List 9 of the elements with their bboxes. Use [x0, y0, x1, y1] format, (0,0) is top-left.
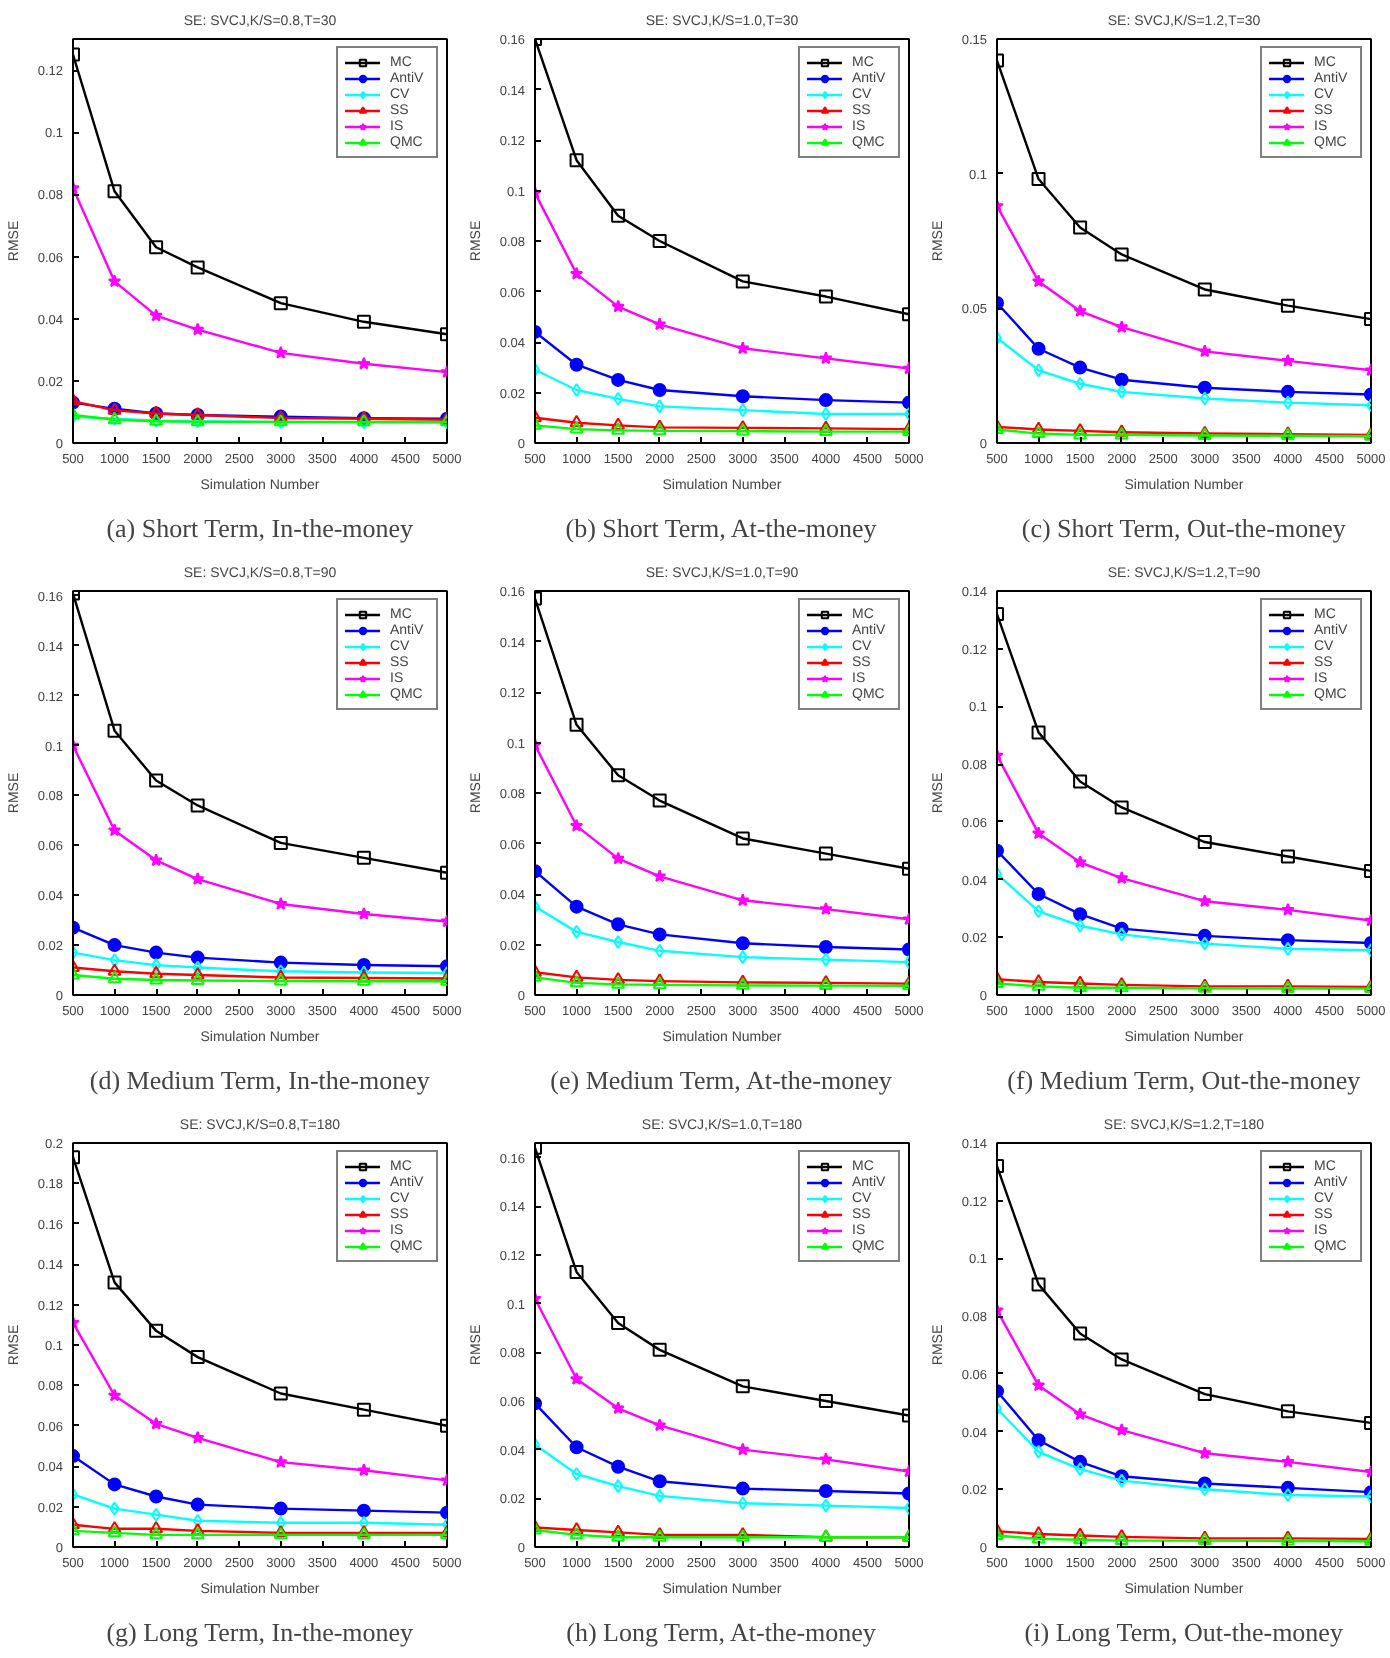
text: (c) Short Term, Out-the-money — [1021, 513, 1347, 543]
text: (h) Long Term, At-the-money — [566, 1617, 877, 1647]
text: (d) Medium Term, In-the-money — [89, 1065, 431, 1095]
text: (f) Medium Term, Out-the-money — [1007, 1065, 1362, 1095]
text: (g) Long Term, In-the-money — [106, 1617, 415, 1647]
text: (e) Medium Term, At-the-money — [550, 1065, 893, 1095]
text: (a) Short Term, In-the-money — [106, 513, 415, 543]
text: (b) Short Term, At-the-money — [565, 513, 878, 543]
text: (i) Long Term, Out-the-money — [1024, 1617, 1344, 1647]
